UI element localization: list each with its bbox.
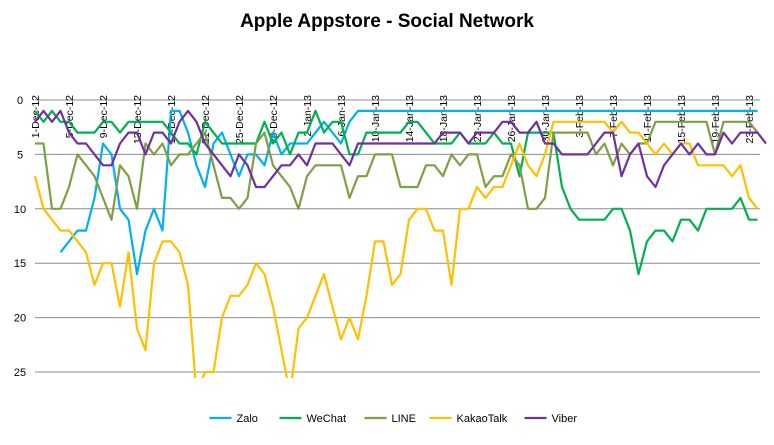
series-lines bbox=[33, 109, 767, 378]
series-line-zalo bbox=[59, 109, 758, 276]
gridlines bbox=[35, 99, 760, 373]
legend-item-wechat: WeChat bbox=[279, 413, 347, 425]
legend: Zalo WeChat LINE KakaoTalk Viber bbox=[209, 413, 578, 425]
x-tick-label: 5-Dec-12 bbox=[64, 95, 76, 138]
y-tick-label: 5 bbox=[17, 149, 23, 161]
series-line-kakaotalk bbox=[33, 120, 759, 378]
x-tick-label: 6-Jan-13 bbox=[336, 95, 348, 137]
x-tick-label: 17-Dec-12 bbox=[166, 95, 178, 144]
legend-item-zalo: Zalo bbox=[209, 413, 258, 425]
x-tick-label: 23-Feb-13 bbox=[744, 95, 756, 144]
y-axis-ticks: 0 5 10 15 20 25 bbox=[14, 95, 26, 379]
legend-item-line: LINE bbox=[364, 413, 416, 425]
x-tick-label: 26-Jan-13 bbox=[506, 95, 518, 142]
x-tick-label: 19-Feb-13 bbox=[710, 95, 722, 144]
y-tick-label: 20 bbox=[14, 313, 26, 325]
x-tick-label: 25-Dec-12 bbox=[234, 95, 246, 144]
x-tick-label: 29-Dec-12 bbox=[268, 95, 280, 144]
legend-item-viber: Viber bbox=[524, 413, 578, 425]
legend-label: Zalo bbox=[237, 413, 258, 425]
legend-label: LINE bbox=[392, 413, 416, 425]
y-tick-label: 15 bbox=[14, 258, 26, 270]
series-line-wechat bbox=[34, 109, 758, 276]
x-tick-label: 18-Jan-13 bbox=[438, 95, 450, 142]
x-tick-label: 2-Jan-13 bbox=[302, 95, 314, 137]
x-tick-label: 30-Jan-13 bbox=[540, 95, 552, 142]
x-tick-label: 3-Feb-13 bbox=[574, 95, 586, 138]
x-tick-label: 10-Jan-13 bbox=[370, 95, 382, 142]
legend-label: WeChat bbox=[307, 413, 347, 425]
y-tick-label: 25 bbox=[14, 367, 26, 379]
y-tick-label: 0 bbox=[17, 95, 23, 107]
x-tick-label: 15-Feb-13 bbox=[676, 95, 688, 144]
chart-title: Apple Appstore - Social Network bbox=[240, 11, 534, 32]
y-tick-label: 10 bbox=[14, 204, 26, 216]
x-tick-label: 9-Dec-12 bbox=[98, 95, 110, 138]
legend-label: KakaoTalk bbox=[457, 413, 508, 425]
legend-label: Viber bbox=[552, 413, 578, 425]
x-tick-label: 1-Dec-12 bbox=[30, 95, 42, 138]
x-tick-label: 14-Jan-13 bbox=[404, 95, 416, 142]
legend-item-kakaotalk: KakaoTalk bbox=[429, 413, 508, 425]
series-line-viber bbox=[34, 109, 767, 189]
x-tick-label: 22-Jan-13 bbox=[472, 95, 484, 142]
x-tick-label: 11-Feb-13 bbox=[642, 95, 654, 143]
